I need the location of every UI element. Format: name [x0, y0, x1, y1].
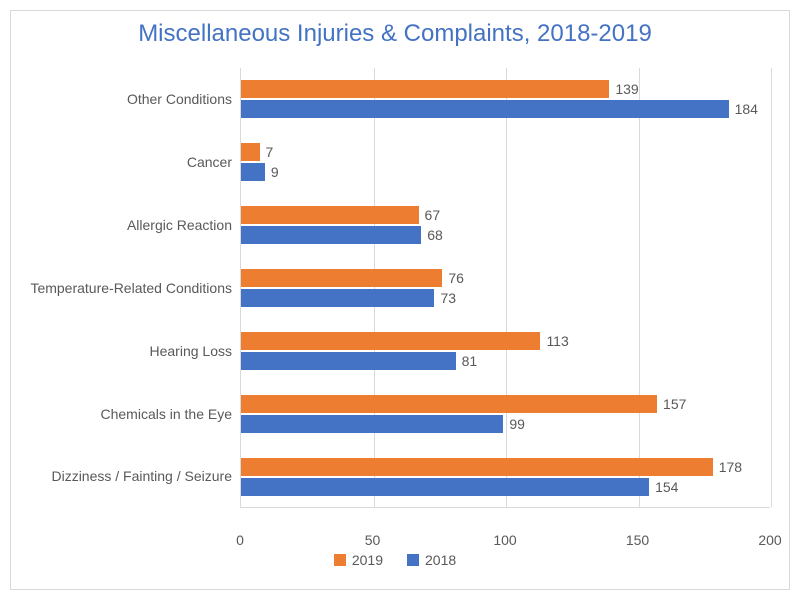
category-label: Allergic Reaction: [20, 194, 232, 257]
bar: 7: [241, 143, 260, 161]
bar-group: 157 99: [241, 382, 770, 445]
bar: 157: [241, 395, 657, 413]
bar-value-label: 73: [440, 290, 456, 306]
bar-group: 113 81: [241, 319, 770, 382]
bar-group: 6768: [241, 194, 770, 257]
bar-group: 139 184: [241, 68, 770, 131]
category-label: Cancer: [20, 131, 232, 194]
bar: 113: [241, 332, 540, 350]
x-tick-label: 200: [758, 532, 781, 548]
y-axis-labels: Other ConditionsCancerAllergic ReactionT…: [20, 68, 240, 508]
category-label: Dizziness / Fainting / Seizure: [20, 445, 232, 508]
x-tick-label: 100: [493, 532, 516, 548]
category-label: Hearing Loss: [20, 319, 232, 382]
bar: 68: [241, 226, 421, 244]
x-tick-label: 0: [236, 532, 244, 548]
bar-value-label: 76: [448, 270, 464, 286]
bars-area: 13918479676876731138115799178154: [240, 68, 770, 508]
bar: 73: [241, 289, 434, 307]
bar: 99: [241, 415, 503, 433]
bar-value-label: 139: [615, 81, 638, 97]
bar-group: 178 154: [241, 445, 770, 508]
legend-label: 2019: [352, 552, 383, 568]
category-label: Chemicals in the Eye: [20, 382, 232, 445]
gridline: [771, 68, 772, 507]
x-tick-label: 50: [365, 532, 381, 548]
bar-value-label: 81: [462, 353, 478, 369]
bar: 81: [241, 352, 456, 370]
bar-value-label: 178: [719, 459, 742, 475]
bar: 76: [241, 269, 442, 287]
bar-group: 76 73: [241, 257, 770, 320]
legend-label: 2018: [425, 552, 456, 568]
bar-value-label: 184: [735, 101, 758, 117]
bar-value-label: 113: [546, 333, 568, 349]
x-tick-label: 150: [626, 532, 649, 548]
legend: 2019 2018: [20, 552, 770, 568]
bar: 9: [241, 163, 265, 181]
chart-container: Miscellaneous Injuries & Complaints, 201…: [0, 0, 800, 600]
bar: 67: [241, 206, 419, 224]
bar-value-label: 67: [425, 207, 441, 223]
bar: 184: [241, 100, 729, 118]
bar-value-label: 9: [271, 164, 279, 180]
chart-title: Miscellaneous Injuries & Complaints, 201…: [20, 20, 770, 48]
bar-value-label: 7: [266, 144, 274, 160]
legend-swatch: [334, 554, 346, 566]
bar: 154: [241, 478, 649, 496]
bar-value-label: 157: [663, 396, 686, 412]
bar-value-label: 154: [655, 479, 678, 495]
legend-item: 2019: [334, 552, 383, 568]
plot-area: Other ConditionsCancerAllergic ReactionT…: [20, 68, 770, 508]
category-label: Temperature-Related Conditions: [20, 257, 232, 320]
bar-value-label: 68: [427, 227, 443, 243]
legend-item: 2018: [407, 552, 456, 568]
bar-value-label: 99: [509, 416, 525, 432]
category-label: Other Conditions: [20, 68, 232, 131]
bar-group: 79: [241, 131, 770, 194]
bar: 139: [241, 80, 609, 98]
bar: 178: [241, 458, 713, 476]
legend-swatch: [407, 554, 419, 566]
